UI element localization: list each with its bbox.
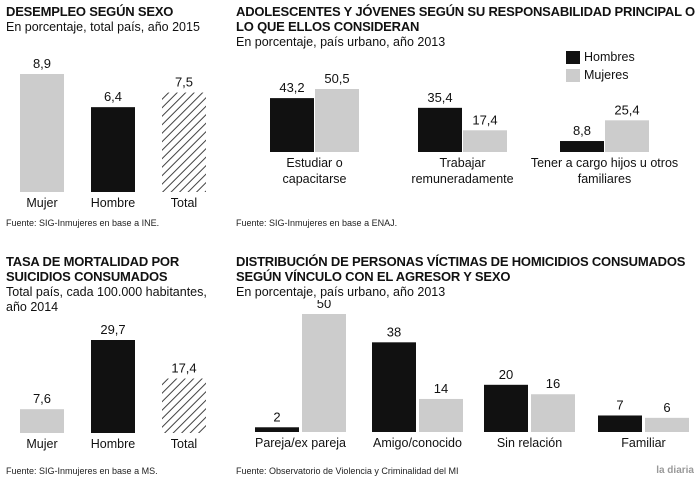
category-label: Amigo/conocido bbox=[373, 436, 462, 450]
value-label: 8,9 bbox=[33, 56, 51, 71]
bar-mujeres bbox=[531, 394, 575, 432]
bar-hombres bbox=[372, 342, 416, 432]
chart-source: Fuente: SIG-Inmujeres en base a INE. bbox=[6, 218, 160, 228]
value-label: 7,6 bbox=[33, 391, 51, 406]
chart-title-line-1: DISTRIBUCIÓN DE PERSONAS VÍCTIMAS DE HOM… bbox=[236, 254, 686, 269]
category-label: Estudiar o bbox=[286, 156, 342, 170]
bar-mujer bbox=[20, 409, 64, 433]
bar-mujeres bbox=[419, 398, 463, 432]
chart-suicidios: 7,6 Mujer 29,7 Hombre 17,4 Total bbox=[20, 322, 206, 451]
chart-source: Fuente: Observatorio de Violencia y Crim… bbox=[236, 466, 459, 476]
brand-logo: la diaria bbox=[656, 465, 694, 476]
bar-total bbox=[162, 378, 206, 433]
value-label: 14 bbox=[434, 381, 448, 396]
category-label: Total bbox=[171, 437, 197, 451]
chart-subtitle: En porcentaje, país urbano, año 2013 bbox=[236, 285, 446, 299]
value-label: 7,5 bbox=[175, 75, 193, 90]
bar-mujer bbox=[20, 74, 64, 192]
value-label: 17,4 bbox=[171, 361, 196, 376]
bar-hombres bbox=[255, 427, 299, 432]
chart-title-line-2: SUICIDIOS CONSUMADOS bbox=[6, 269, 168, 284]
bar-total bbox=[162, 92, 206, 192]
value-label: 50 bbox=[317, 300, 331, 311]
bar-mujeres bbox=[605, 120, 649, 152]
bar-hombres bbox=[270, 98, 314, 152]
value-label: 29,7 bbox=[100, 322, 125, 337]
legend-item-hombres: Hombres bbox=[566, 48, 635, 66]
category-label: Pareja/ex pareja bbox=[255, 436, 346, 450]
panel-responsabilidad: ADOLESCENTES Y JÓVENES SEGÚN SU RESPONSA… bbox=[236, 4, 696, 50]
legend-swatch-mujeres bbox=[566, 68, 580, 82]
category-label: familiares bbox=[578, 172, 632, 186]
value-label: 8,8 bbox=[573, 123, 591, 138]
chart-homicidios: 2 50 Pareja/ex pareja 38 14 Amigo/conocido 20 1… bbox=[255, 300, 689, 450]
value-label: 2 bbox=[273, 409, 280, 424]
chart-source: Fuente: SIG-Inmujeres en base a MS. bbox=[6, 466, 158, 476]
value-label: 25,4 bbox=[614, 102, 639, 117]
panel-homicidios: DISTRIBUCIÓN DE PERSONAS VÍCTIMAS DE HOM… bbox=[236, 254, 696, 300]
panel-suicidios: TASA DE MORTALIDAD POR SUICIDIOS CONSUMA… bbox=[6, 254, 226, 315]
value-label: 6 bbox=[663, 400, 670, 415]
legend-swatch-hombres bbox=[566, 50, 580, 64]
chart-subtitle: En porcentaje, total país, año 2015 bbox=[6, 20, 200, 34]
chart-desempleo: 8,9 Mujer 6,4 Hombre 7,5 Total bbox=[20, 56, 206, 210]
category-label: Familiar bbox=[621, 436, 665, 450]
category-label: Sin relación bbox=[497, 436, 562, 450]
chart-title-line-1: TASA DE MORTALIDAD POR bbox=[6, 254, 180, 269]
category-label: Mujer bbox=[26, 437, 57, 451]
value-label: 20 bbox=[499, 367, 513, 382]
category-label: Tener a cargo hijos u otros bbox=[531, 156, 678, 170]
chart-title: DESEMPLEO SEGÚN SEXO bbox=[6, 4, 174, 19]
category-label: Total bbox=[171, 196, 197, 210]
chart-source: Fuente: SIG-Inmujeres en base a ENAJ. bbox=[236, 218, 398, 228]
bar-mujeres bbox=[645, 417, 689, 432]
chart-title-line-2: SEGÚN VÍNCULO CON EL AGRESOR Y SEXO bbox=[236, 269, 511, 284]
chart-subtitle-line-1: Total país, cada 100.000 habitantes, bbox=[6, 285, 207, 299]
value-label: 16 bbox=[546, 376, 560, 391]
value-label: 7 bbox=[616, 397, 623, 412]
bar-mujeres bbox=[302, 314, 346, 432]
value-label: 43,2 bbox=[279, 80, 304, 95]
bar-mujeres bbox=[463, 130, 507, 152]
category-label: Trabajar bbox=[439, 156, 485, 170]
legend-label-mujeres: Mujeres bbox=[584, 68, 629, 82]
category-label: capacitarse bbox=[283, 172, 347, 186]
category-label: Hombre bbox=[91, 196, 136, 210]
category-label: Mujer bbox=[26, 196, 57, 210]
panel-desempleo: DESEMPLEO SEGÚN SEXO En porcentaje, tota… bbox=[6, 4, 226, 35]
value-label: 35,4 bbox=[427, 90, 452, 105]
legend: Hombres Mujeres bbox=[566, 48, 635, 84]
category-label: remuneradamente bbox=[411, 172, 513, 186]
bar-hombres bbox=[598, 415, 642, 432]
bar-hombre bbox=[91, 340, 135, 433]
value-label: 50,5 bbox=[324, 71, 349, 86]
value-label: 6,4 bbox=[104, 89, 122, 104]
chart-subtitle: En porcentaje, país urbano, año 2013 bbox=[236, 35, 446, 49]
value-label: 17,4 bbox=[472, 112, 497, 127]
bar-mujeres bbox=[315, 89, 359, 152]
value-label: 38 bbox=[387, 324, 401, 339]
chart-responsabilidad: 43,2 50,5 Estudiar o capacitarse 35,4 17,4 Tra… bbox=[270, 71, 678, 186]
category-label: Hombre bbox=[91, 437, 136, 451]
legend-label-hombres: Hombres bbox=[584, 50, 635, 64]
chart-title: ADOLESCENTES Y JÓVENES SEGÚN SU RESPONSA… bbox=[236, 4, 695, 34]
bar-hombres bbox=[484, 384, 528, 432]
bar-hombres bbox=[418, 107, 462, 152]
bar-hombre bbox=[91, 107, 135, 192]
legend-item-mujeres: Mujeres bbox=[566, 66, 635, 84]
bar-hombres bbox=[560, 141, 604, 152]
chart-subtitle-line-2: año 2014 bbox=[6, 300, 59, 314]
